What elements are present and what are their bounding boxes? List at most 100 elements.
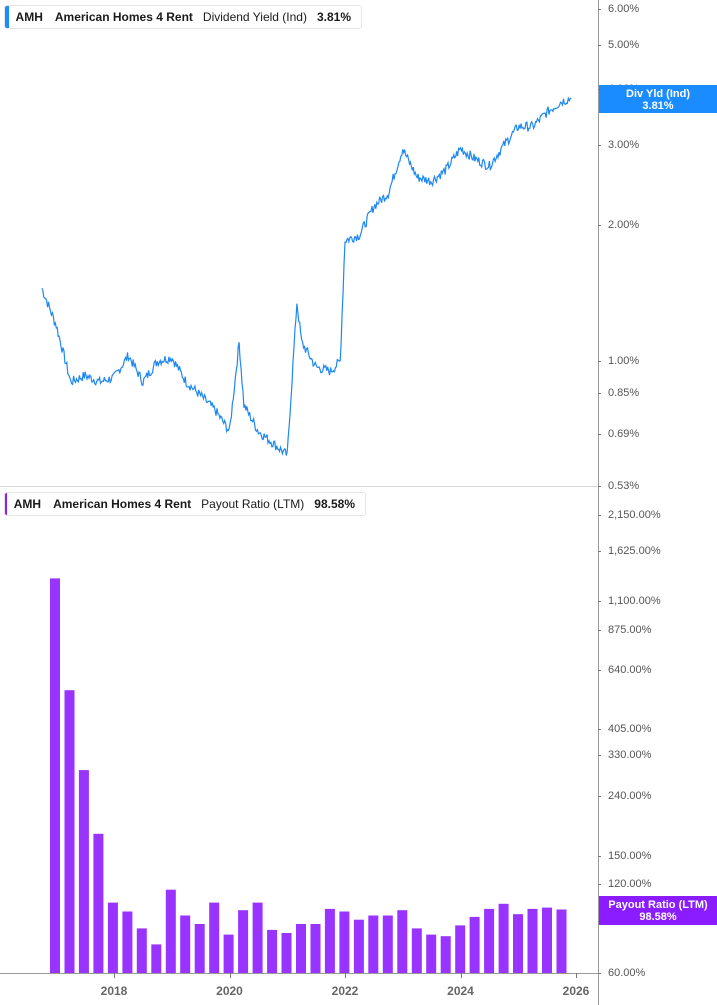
payout-ratio-bar[interactable] xyxy=(50,578,60,973)
payout-ratio-bar[interactable] xyxy=(556,909,567,974)
payout-ratio-bar[interactable] xyxy=(93,833,104,973)
bottom-y-tick-label: 405.00% xyxy=(608,722,652,735)
legend-company: American Homes 4 Rent xyxy=(54,10,193,24)
top-y-tick-label: 5.00% xyxy=(608,38,640,51)
dividend-yield-line xyxy=(41,96,572,456)
bottom-y-tick-label: 330.00% xyxy=(608,748,652,761)
payout-ratio-bar[interactable] xyxy=(252,902,263,973)
y-axis-line xyxy=(598,0,599,1005)
payout-ratio-bar[interactable] xyxy=(78,770,89,973)
top-y-tick-mark xyxy=(598,434,601,436)
top-y-tick-mark xyxy=(598,44,601,46)
flag-label: Div Yld (Ind) xyxy=(626,88,690,100)
payout-ratio-bar[interactable] xyxy=(484,908,495,973)
top-y-tick-label: 0.53% xyxy=(608,480,640,492)
x-tick-mark xyxy=(576,973,577,978)
top-y-tick-mark xyxy=(598,9,601,10)
flag-value: 3.81% xyxy=(642,100,674,112)
payout-ratio-bar[interactable] xyxy=(165,889,176,973)
top-y-tick-mark xyxy=(598,393,601,395)
bottom-y-tick-mark xyxy=(598,630,601,632)
payout-ratio-bar[interactable] xyxy=(353,919,364,973)
bottom-y-tick-label: 2,150.00% xyxy=(608,509,661,521)
payout-ratio-bar[interactable] xyxy=(339,911,350,974)
payout-ratio-bar[interactable] xyxy=(382,915,393,974)
payout-ratio-bar[interactable] xyxy=(122,911,133,974)
series-color-swatch xyxy=(5,6,9,28)
dividend-yield-legend[interactable]: AMH American Homes 4 Rent Dividend Yield… xyxy=(4,5,362,29)
x-tick-label: 2022 xyxy=(331,984,359,998)
top-y-tick-mark xyxy=(598,361,601,363)
x-tick-label: 2020 xyxy=(216,984,243,998)
bottom-y-tick-mark xyxy=(598,884,601,886)
bottom-y-tick-label: 240.00% xyxy=(608,789,652,802)
bottom-y-tick-label: 1,100.00% xyxy=(608,594,661,607)
bottom-y-tick-label: 150.00% xyxy=(608,849,652,862)
bottom-y-tick-mark xyxy=(598,728,601,730)
flag-value: 98.58% xyxy=(639,911,677,923)
bottom-y-tick-mark xyxy=(598,670,601,672)
payout-ratio-bar[interactable] xyxy=(411,928,422,973)
bottom-y-tick-mark xyxy=(598,515,601,516)
legend-value: 3.81% xyxy=(316,10,351,24)
payout-ratio-bar[interactable] xyxy=(469,916,480,973)
payout-ratio-bar[interactable] xyxy=(281,933,292,973)
payout-ratio-bar[interactable] xyxy=(498,903,509,973)
x-tick-mark xyxy=(114,973,115,978)
payout-ratio-bar[interactable] xyxy=(267,929,278,973)
bottom-y-tick-label: 60.00% xyxy=(608,967,646,979)
legend-value: 98.58% xyxy=(314,497,355,511)
top-y-tick-label: 2.00% xyxy=(608,218,640,231)
payout-ratio-legend[interactable]: AMH American Homes 4 Rent Payout Ratio (… xyxy=(4,492,366,516)
top-y-tick-label: 1.00% xyxy=(608,355,640,368)
payout-ratio-bar[interactable] xyxy=(194,924,205,973)
payout-ratio-bar[interactable] xyxy=(64,690,75,973)
x-tick-mark xyxy=(460,973,462,978)
dividend-yield-panel: AMH American Homes 4 Rent Dividend Yield… xyxy=(0,0,717,487)
x-tick-label: 2018 xyxy=(100,984,128,998)
top-y-tick-mark xyxy=(598,145,601,147)
payout-ratio-bar[interactable] xyxy=(513,914,523,973)
flag-label: Payout Ratio (LTM) xyxy=(608,899,708,911)
payout-ratio-bar[interactable] xyxy=(397,910,408,973)
payout-ratio-bar[interactable] xyxy=(136,928,147,973)
legend-metric: Payout Ratio (LTM) xyxy=(201,497,305,511)
payout-ratio-bar[interactable] xyxy=(455,925,466,973)
panel-divider xyxy=(0,486,598,487)
bottom-y-tick-mark xyxy=(598,973,601,974)
payout-ratio-bar[interactable] xyxy=(310,924,321,973)
bottom-y-tick-label: 120.00% xyxy=(608,878,652,891)
payout-ratio-bar[interactable] xyxy=(238,910,249,973)
series-color-swatch xyxy=(5,493,7,515)
payout-ratio-bar[interactable] xyxy=(542,907,552,973)
x-tick-label: 2026 xyxy=(562,984,590,998)
legend-ticker: AMH xyxy=(15,10,43,24)
payout-ratio-bar[interactable] xyxy=(426,934,437,973)
payout-ratio-bar[interactable] xyxy=(440,936,451,973)
top-y-tick-mark xyxy=(598,486,601,487)
payout-ratio-bar[interactable] xyxy=(180,915,191,974)
payout-ratio-bar[interactable] xyxy=(296,924,306,973)
payout-ratio-bar[interactable] xyxy=(209,902,220,973)
div-yield-price-flag: Div Yld (Ind) 3.81% xyxy=(599,85,717,113)
payout-ratio-bar[interactable] xyxy=(368,915,379,974)
payout-ratio-bar[interactable] xyxy=(151,944,162,973)
legend-company: American Homes 4 Rent xyxy=(53,497,192,511)
bottom-y-tick-mark xyxy=(598,754,601,756)
payout-ratio-bar[interactable] xyxy=(223,934,234,973)
top-y-tick-label: 6.00% xyxy=(608,3,640,15)
x-axis-line xyxy=(0,973,598,974)
payout-ratio-price-flag: Payout Ratio (LTM) 98.58% xyxy=(599,896,717,925)
legend-ticker: AMH xyxy=(13,497,42,511)
top-y-tick-mark xyxy=(598,224,601,226)
bottom-y-tick-mark xyxy=(598,795,601,797)
payout-ratio-bar[interactable] xyxy=(324,908,335,973)
payout-ratio-bar[interactable] xyxy=(527,908,538,973)
bottom-y-tick-mark xyxy=(598,550,601,552)
x-tick-label: 2024 xyxy=(447,984,474,998)
payout-ratio-bar[interactable] xyxy=(107,902,118,973)
bottom-y-tick-mark xyxy=(598,855,601,857)
bottom-y-tick-label: 875.00% xyxy=(608,624,652,637)
x-tick-mark xyxy=(345,973,346,978)
